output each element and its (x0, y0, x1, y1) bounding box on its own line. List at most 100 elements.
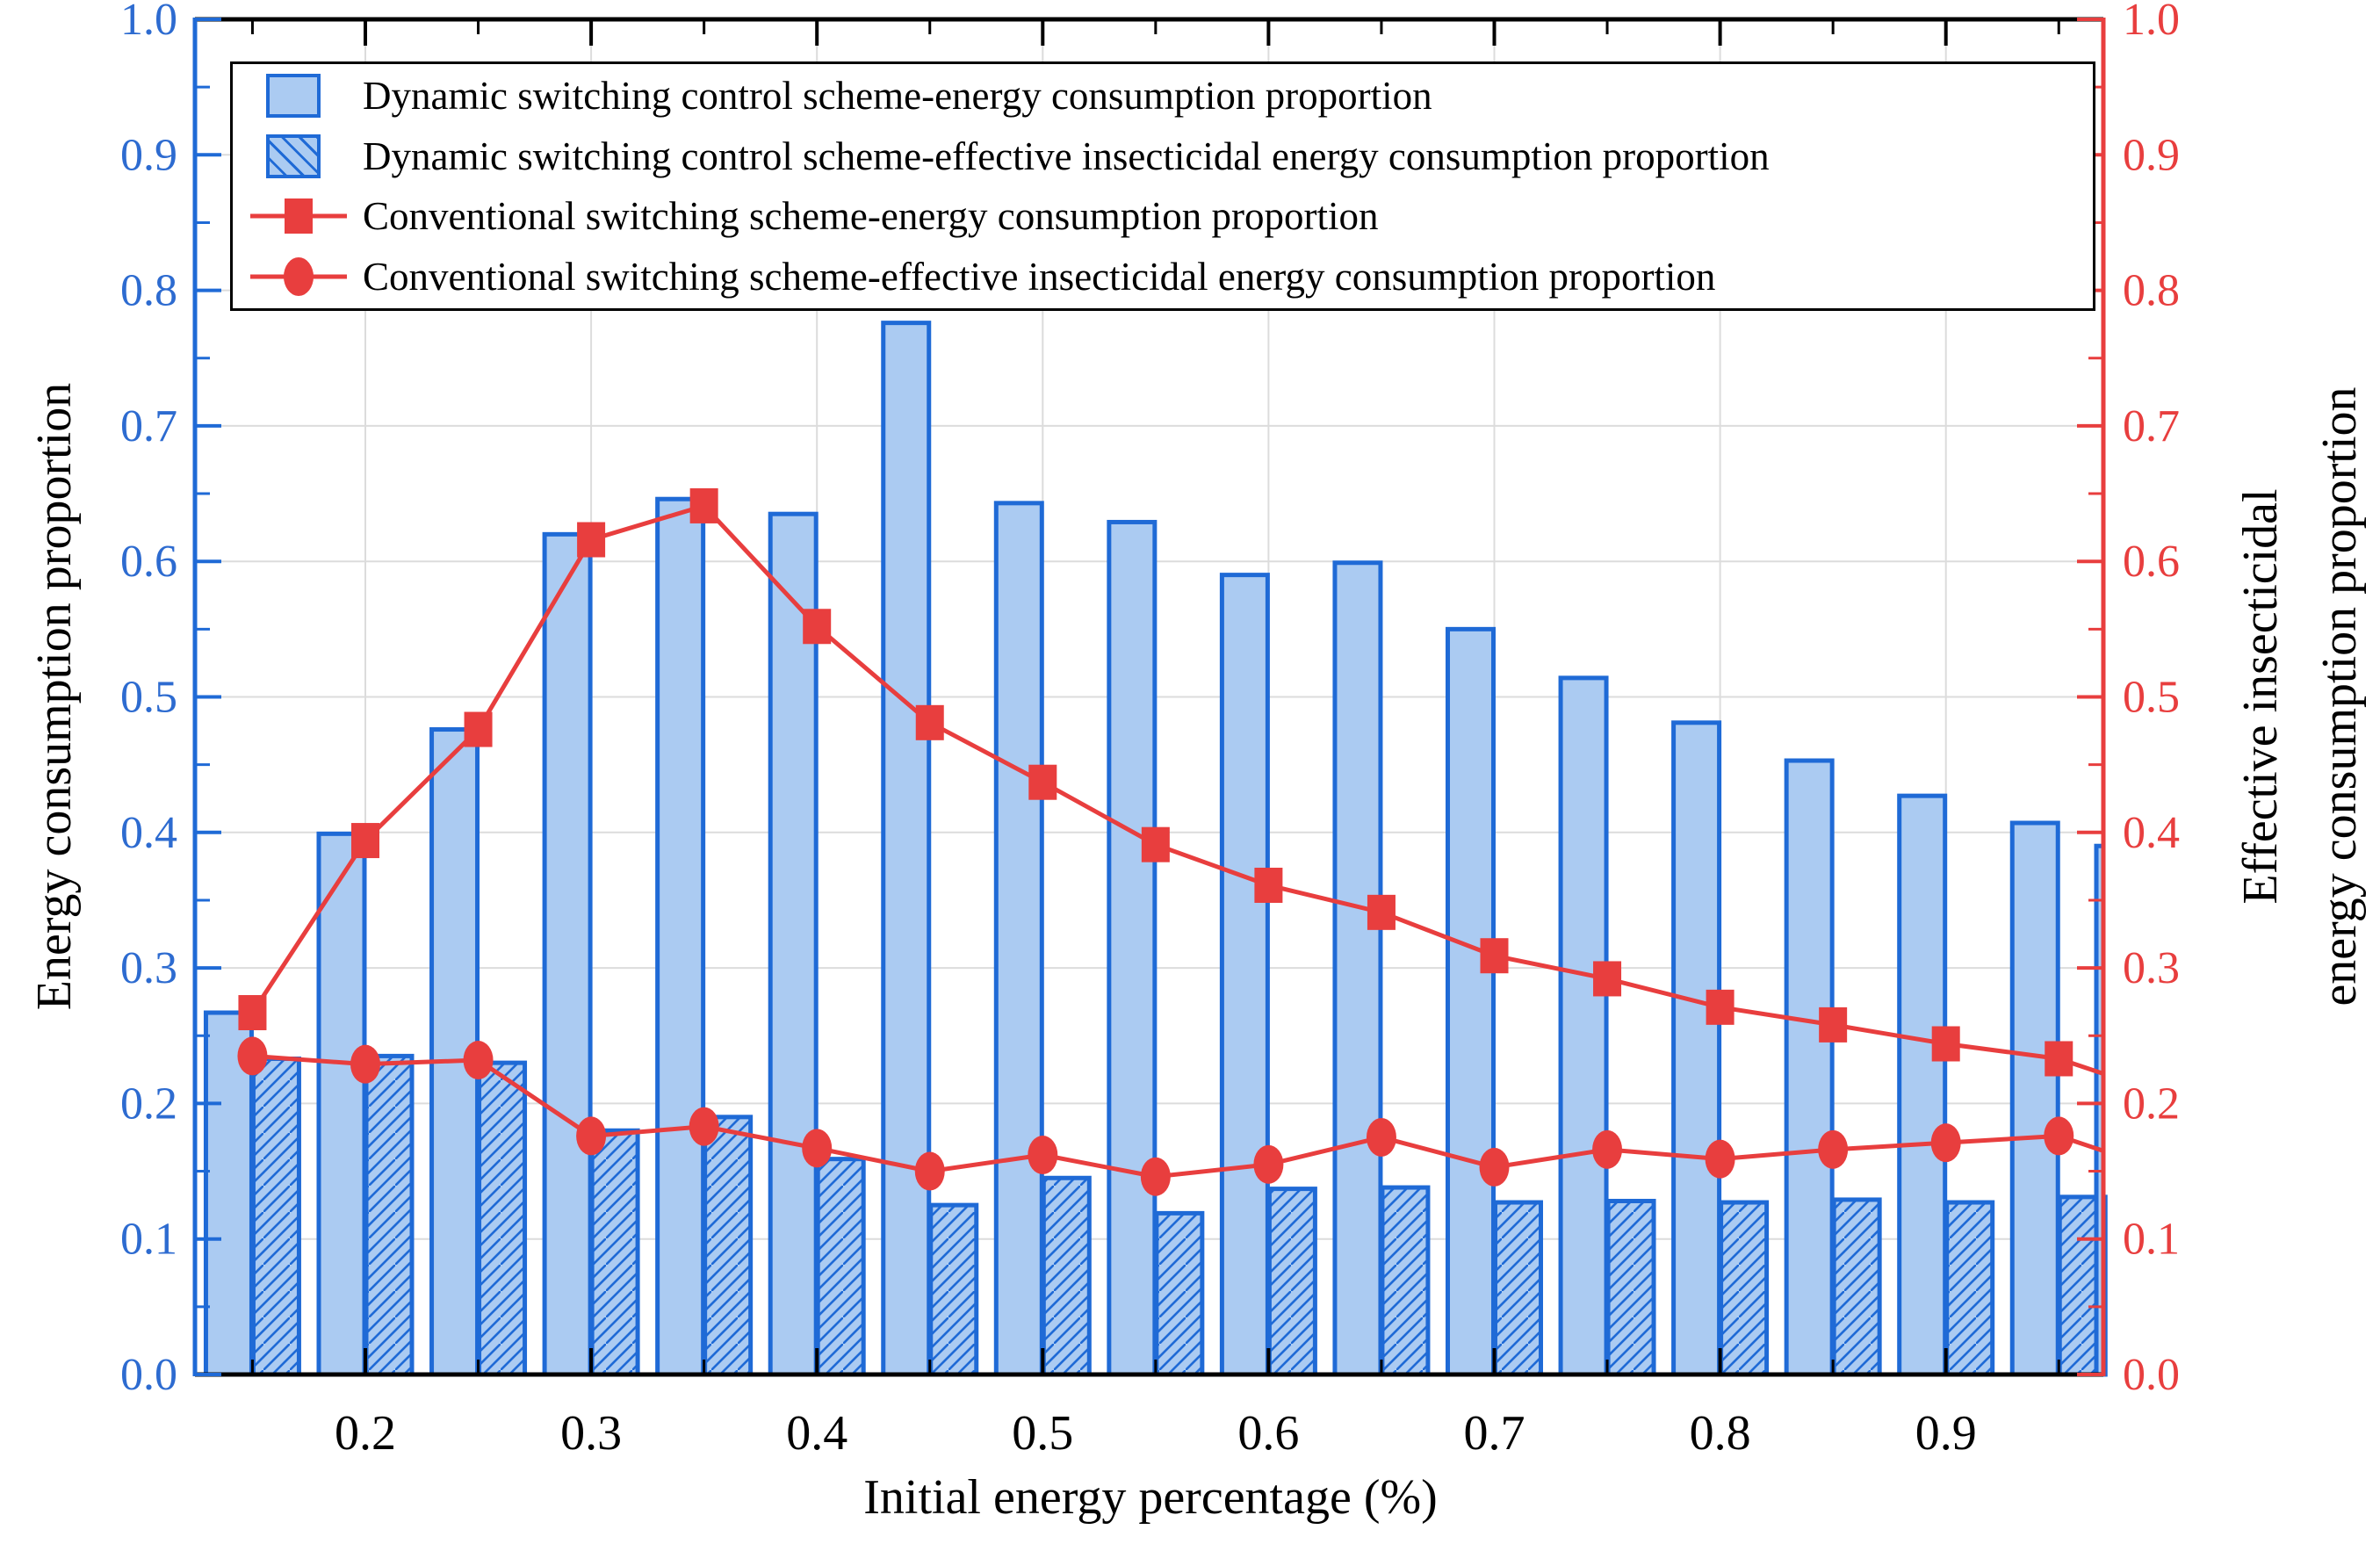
solid-bar-swatch-icon (266, 74, 321, 119)
legend-item-label: Conventional switching scheme-energy con… (363, 194, 1379, 239)
y-left-tick-label: 0.1 (120, 1215, 177, 1265)
marker-square-0.9 (1931, 1026, 1960, 1062)
bar-dynamic-energy-0.35 (655, 496, 706, 1377)
x-tick-label: 0.5 (1012, 1406, 1073, 1461)
legend-item-conventional-insecticidal: Conventional switching scheme-effective … (247, 247, 2093, 307)
marker-circle-0.65 (1366, 1117, 1396, 1157)
y-axis-title-right-line2: energy consumption proportion (2312, 386, 2367, 1006)
legend-box: Dynamic switching control scheme-energy … (230, 61, 2095, 311)
y-left-tick-label: 0.4 (120, 808, 177, 858)
legend-item-label: Conventional switching scheme-effective … (363, 254, 1716, 299)
y-right-tick-label: 0.1 (2123, 1215, 2180, 1265)
legend-item-label: Dynamic switching control scheme-energy … (363, 74, 1432, 119)
bar-dynamic-energy-0.45 (881, 321, 932, 1377)
bar-dynamic-energy-0.85 (1784, 758, 1835, 1377)
bar-dynamic-insecticidal-0.85 (1831, 1197, 1882, 1377)
marker-square-0.4 (803, 609, 832, 645)
bar-dynamic-energy-0.2 (316, 831, 367, 1377)
hatched-bar-swatch-icon (266, 133, 321, 178)
y-left-tick-label: 0.7 (120, 401, 177, 451)
y-right-tick-label: 0.6 (2123, 537, 2180, 587)
marker-circle-0.85 (1818, 1129, 1849, 1169)
marker-square-0.35 (689, 487, 718, 523)
x-tick-label: 0.8 (1690, 1406, 1751, 1461)
marker-circle-0.55 (1140, 1157, 1171, 1196)
x-tick-label: 0.2 (335, 1406, 396, 1461)
marker-circle-0.7 (1479, 1147, 1510, 1187)
marker-circle-0.5 (1028, 1136, 1058, 1175)
marker-circle-0.95 (2044, 1116, 2074, 1156)
marker-square-0.75 (1593, 961, 1622, 997)
bar-dynamic-insecticidal-0.2 (364, 1053, 415, 1377)
marker-square-0.65 (1367, 894, 1396, 930)
bar-dynamic-energy-0.95 (2009, 820, 2060, 1377)
marker-square-0.25 (464, 711, 493, 747)
y-left-tick-label: 1.0 (120, 0, 177, 45)
red-line-square-swatch-icon (250, 198, 347, 234)
y-axis-title-right-line1: Effective insecticidal (2233, 488, 2288, 905)
marker-square-0.85 (1819, 1006, 1848, 1043)
bar-dynamic-energy-0.4 (768, 511, 819, 1377)
bar-dynamic-energy-0.3 (542, 531, 593, 1377)
bar-dynamic-insecticidal-0.45 (928, 1202, 979, 1377)
marker-square-0.6 (1254, 867, 1283, 903)
y-left-tick-label: 0.5 (120, 673, 177, 723)
legend-item-label: Dynamic switching control scheme-effecti… (363, 133, 1770, 178)
bar-dynamic-insecticidal-0.5 (1041, 1175, 1092, 1377)
y-right-tick-label: 0.9 (2123, 130, 2180, 180)
marker-square-0.7 (1480, 938, 1509, 974)
x-tick-label: 0.9 (1915, 1406, 1977, 1461)
y-left-tick-label: 0.0 (120, 1350, 177, 1400)
x-tick-label: 0.3 (560, 1406, 622, 1461)
marker-square-0.55 (1141, 826, 1170, 862)
bar-dynamic-energy-0.55 (1107, 519, 1158, 1377)
bar-dynamic-insecticidal-0.6 (1266, 1187, 1317, 1377)
bar-dynamic-insecticidal-0.35 (703, 1115, 754, 1377)
red-line-circle-swatch-icon (250, 256, 347, 296)
legend-item-conventional-energy: Conventional switching scheme-energy con… (247, 186, 2093, 246)
y-right-tick-label: 0.8 (2123, 266, 2180, 316)
bar-dynamic-insecticidal-0.8 (1719, 1200, 1770, 1377)
x-tick-label: 0.7 (1464, 1406, 1525, 1461)
marker-circle-0.6 (1253, 1144, 1284, 1184)
bar-dynamic-insecticidal-0.15 (250, 1056, 301, 1377)
y-right-tick-label: 0.2 (2123, 1079, 2180, 1129)
x-tick-label: 0.6 (1237, 1406, 1299, 1461)
bar-dynamic-energy-0.9 (1897, 793, 1948, 1377)
bar-dynamic-insecticidal-0.9 (1944, 1200, 1995, 1377)
marker-square-0.8 (1706, 989, 1735, 1025)
marker-circle-0.45 (914, 1151, 945, 1191)
bar-dynamic-energy-0.75 (1558, 675, 1609, 1377)
marker-circle-0.3 (576, 1116, 607, 1156)
marker-circle-0.25 (463, 1041, 494, 1080)
y-right-tick-label: 1.0 (2123, 0, 2180, 45)
bar-dynamic-energy-0.65 (1332, 560, 1383, 1377)
marker-circle-0.15 (237, 1036, 268, 1076)
y-left-tick-label: 0.3 (120, 943, 177, 993)
marker-circle-0.35 (689, 1107, 719, 1146)
y-left-tick-label: 0.9 (120, 130, 177, 180)
y-right-tick-label: 0.7 (2123, 401, 2180, 451)
y-right-tick-label: 0.3 (2123, 943, 2180, 993)
bar-dynamic-insecticidal-0.25 (477, 1060, 528, 1377)
y-right-tick-label: 0.4 (2123, 808, 2180, 858)
legend-item-dynamic-energy: Dynamic switching control scheme-energy … (247, 66, 2093, 126)
marker-circle-0.2 (350, 1044, 380, 1084)
bar-dynamic-energy-0.8 (1671, 720, 1722, 1377)
bar-dynamic-energy-0.7 (1446, 626, 1496, 1377)
y-right-tick-label: 0.5 (2123, 673, 2180, 723)
x-tick-label: 0.4 (786, 1406, 847, 1461)
bar-dynamic-energy-0.6 (1219, 573, 1270, 1377)
line-conventional-insecticidal (252, 1053, 2104, 1180)
bar-dynamic-insecticidal-0.7 (1493, 1200, 1543, 1377)
bar-dynamic-insecticidal-0.3 (589, 1128, 640, 1377)
marker-square-0.5 (1028, 764, 1057, 800)
bar-dynamic-insecticidal-0.4 (815, 1157, 866, 1377)
marker-square-0.3 (577, 522, 606, 558)
bar-dynamic-insecticidal-0.55 (1154, 1210, 1205, 1377)
y-right-tick-label: 0.0 (2123, 1350, 2180, 1400)
y-left-tick-label: 0.8 (120, 266, 177, 316)
bar-dynamic-insecticidal-0.75 (1605, 1198, 1656, 1377)
marker-square-0.95 (2045, 1041, 2073, 1077)
